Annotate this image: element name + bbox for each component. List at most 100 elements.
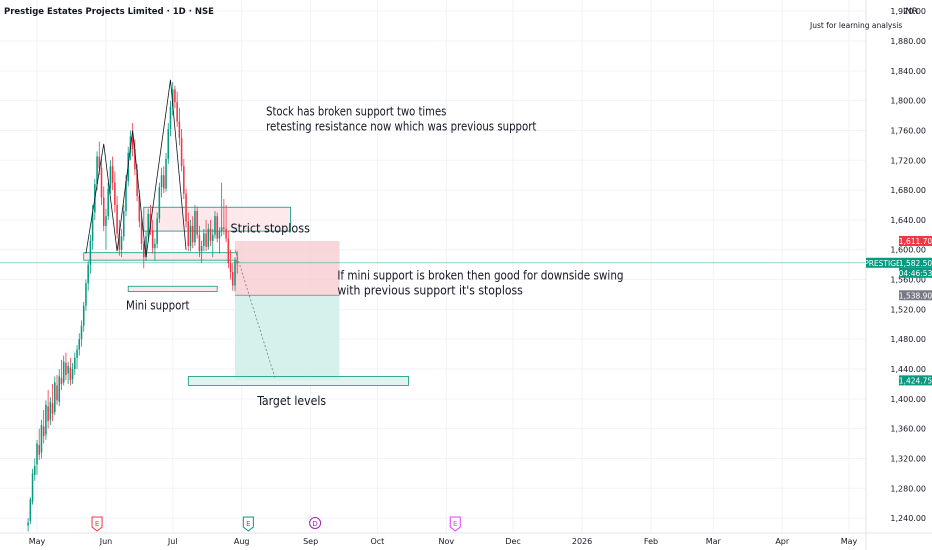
candle-body bbox=[58, 376, 61, 402]
stoploss-zone bbox=[234, 241, 340, 296]
candle-body bbox=[82, 305, 85, 326]
candle-body bbox=[51, 403, 54, 414]
candle-body bbox=[183, 166, 185, 194]
target-zone bbox=[187, 376, 409, 386]
annotations-layer: Stock has broken support two timesretest… bbox=[126, 104, 624, 408]
x-tick-label: 2026 bbox=[572, 537, 592, 546]
candle-body bbox=[185, 193, 187, 222]
candle-body bbox=[91, 212, 94, 241]
candle-body bbox=[203, 233, 205, 246]
currency-label[interactable]: INR bbox=[903, 7, 918, 17]
candle-body bbox=[76, 349, 78, 358]
candle-body bbox=[118, 233, 121, 250]
event-symbol: E bbox=[453, 520, 457, 528]
x-tick-label: Jul bbox=[167, 537, 178, 546]
candle-body bbox=[49, 401, 52, 420]
y-tick-label: 1,840.00 bbox=[890, 67, 926, 76]
mini-support-zone bbox=[127, 285, 218, 292]
y-tick-label: 1,880.00 bbox=[890, 37, 926, 46]
event-symbol: E bbox=[246, 520, 250, 528]
candle-body bbox=[105, 216, 107, 226]
candle-body bbox=[38, 445, 41, 455]
y-tick-label: 1,320.00 bbox=[890, 454, 926, 463]
price-label-box bbox=[899, 267, 932, 278]
event-symbol: E bbox=[95, 520, 99, 528]
candle-body bbox=[209, 228, 212, 241]
x-tick-label: Nov bbox=[439, 537, 455, 546]
x-tick-label: Mar bbox=[706, 537, 722, 546]
annotation-text: If mini support is broken then good for … bbox=[337, 268, 623, 283]
y-tick-label: 1,800.00 bbox=[890, 97, 926, 106]
candle-body bbox=[47, 406, 49, 422]
annotation-text: Stock has broken support two times bbox=[266, 104, 446, 119]
candle-body bbox=[214, 216, 216, 235]
y-tick-label: 1,240.00 bbox=[890, 514, 926, 523]
candle-body bbox=[125, 181, 127, 211]
candle-body bbox=[220, 227, 223, 232]
y-tick-label: 1,680.00 bbox=[890, 186, 926, 195]
candle-body bbox=[36, 443, 38, 465]
candles-layer bbox=[27, 82, 238, 532]
candle-body bbox=[85, 283, 87, 306]
candle-body bbox=[42, 426, 45, 437]
candle-body bbox=[198, 234, 201, 252]
earnings-event-icon[interactable] bbox=[449, 516, 461, 532]
candle-body bbox=[74, 357, 76, 369]
y-axis[interactable]: 1,240.00 1,280.00 1,320.00 1,360.00 1,400.00… bbox=[865, 0, 926, 550]
earnings-event-icon[interactable] bbox=[242, 516, 254, 532]
candle-body bbox=[229, 263, 232, 273]
annotation-text: Mini support bbox=[126, 297, 190, 312]
y-tick-label: 1,640.00 bbox=[890, 216, 926, 225]
candle-body bbox=[138, 196, 141, 222]
y-tick-label: 1,480.00 bbox=[890, 335, 926, 344]
chart-title[interactable]: Prestige Estates Projects Limited · 1D ·… bbox=[4, 7, 214, 17]
candle-body bbox=[189, 225, 192, 246]
price-label-text: 1,582.50 bbox=[899, 259, 932, 268]
candle-body bbox=[187, 221, 190, 246]
candle-body bbox=[54, 382, 56, 413]
x-axis[interactable]: May Jun Jul Aug Sep Oct Nov Dec 2026 Feb Mar Apr May bbox=[0, 532, 932, 546]
candle-body bbox=[145, 236, 147, 258]
target-zone-fill bbox=[234, 295, 340, 381]
candle-body bbox=[120, 236, 123, 250]
x-tick-label: May bbox=[29, 537, 46, 546]
candle-body bbox=[207, 228, 210, 247]
y-tick-label: 1,520.00 bbox=[890, 305, 926, 314]
candle-body bbox=[107, 188, 109, 217]
candle-body bbox=[109, 166, 112, 189]
x-tick-label: Aug bbox=[234, 537, 250, 546]
price-label-box bbox=[899, 290, 932, 301]
candle-body bbox=[29, 499, 32, 522]
event-symbol: D bbox=[312, 520, 317, 528]
candle-body bbox=[111, 166, 114, 183]
price-label-text: 1,611.70 bbox=[899, 237, 932, 246]
x-tick-label: Dec bbox=[505, 537, 520, 546]
candle-body bbox=[100, 167, 103, 198]
annotation-text: Target levels bbox=[256, 393, 326, 408]
x-tick-label: Apr bbox=[775, 537, 790, 546]
annotation-text: with previous support it's stoploss bbox=[337, 282, 523, 297]
candle-body bbox=[78, 339, 81, 350]
earnings-event-icon[interactable] bbox=[91, 516, 103, 532]
candle-body bbox=[27, 522, 29, 526]
candle-body bbox=[194, 210, 196, 243]
candle-body bbox=[231, 272, 234, 286]
x-tick-label: Sep bbox=[303, 537, 318, 546]
y-tick-label: 1,720.00 bbox=[890, 156, 926, 165]
price-label-text: PRESTIGE bbox=[864, 259, 901, 268]
candle-body bbox=[234, 260, 236, 286]
candle-body bbox=[140, 221, 143, 244]
candle-body bbox=[114, 182, 116, 205]
y-tick-label: 1,400.00 bbox=[890, 395, 926, 404]
price-label-box bbox=[866, 257, 899, 268]
candle-body bbox=[134, 149, 136, 170]
candle-body bbox=[167, 128, 170, 159]
candle-body bbox=[156, 218, 158, 244]
y-tick-label: 1,760.00 bbox=[890, 126, 926, 135]
y-tick-label: 1,280.00 bbox=[890, 484, 926, 493]
candle-body bbox=[60, 377, 63, 384]
candle-body bbox=[102, 197, 105, 226]
dividend-event-icon[interactable] bbox=[309, 517, 322, 529]
candle-body bbox=[200, 246, 203, 252]
